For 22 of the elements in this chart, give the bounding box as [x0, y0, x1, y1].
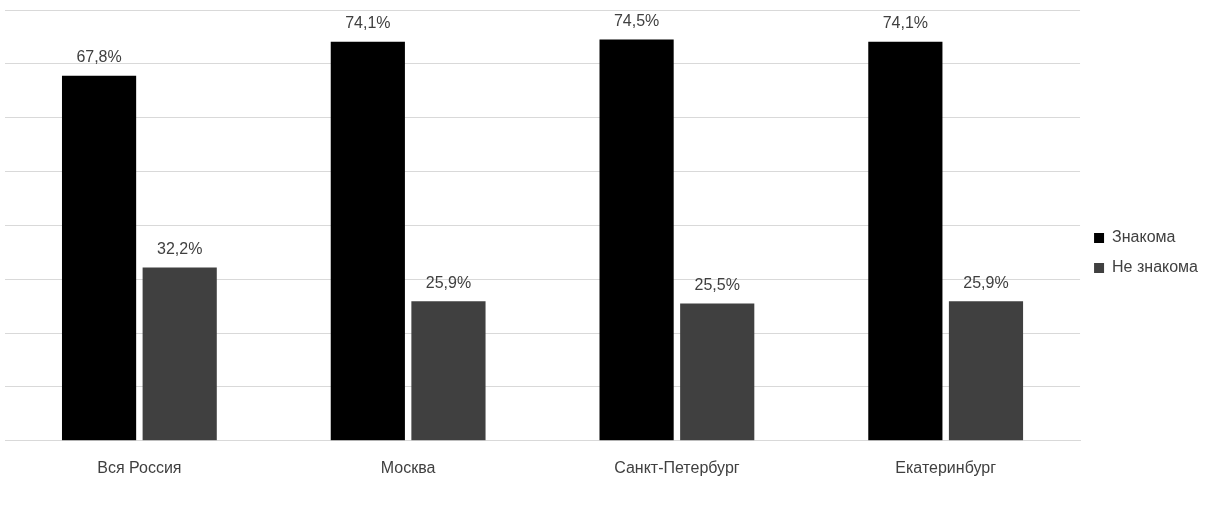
bar	[411, 301, 486, 441]
data-label: 74,1%	[882, 14, 929, 32]
bar	[948, 301, 1024, 441]
data-label: 25,9%	[963, 273, 1009, 291]
bar	[868, 41, 943, 441]
legend-label: Знакома	[1112, 228, 1176, 246]
data-label: 32,2%	[157, 239, 203, 257]
bar	[142, 267, 217, 441]
data-label: 74,1%	[345, 14, 391, 32]
bar	[330, 41, 405, 441]
x-tick-label: Вся Россия	[97, 458, 182, 476]
data-label: 25,5%	[694, 275, 740, 293]
data-label: 25,9%	[425, 273, 472, 291]
x-tick-label: Екатеринбург	[895, 458, 997, 476]
x-tick-label: Санкт-Петербург	[614, 458, 740, 476]
bar	[680, 303, 755, 441]
data-label: 67,8%	[76, 48, 122, 66]
legend-label: Не знакома	[1112, 258, 1199, 276]
x-tick-label: Москва	[380, 458, 436, 476]
bar	[61, 75, 137, 441]
bar	[599, 39, 674, 441]
data-label: 74,5%	[613, 12, 660, 30]
